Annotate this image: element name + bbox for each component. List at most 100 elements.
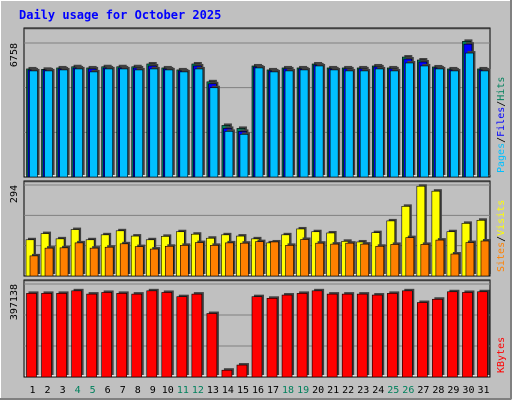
x-tick-label: 29 bbox=[447, 385, 459, 396]
top-legend-separator: / bbox=[496, 137, 507, 143]
x-tick-label: 1 bbox=[30, 385, 36, 396]
hits-files-pages-bar-pages bbox=[44, 70, 53, 178]
x-tick-label: 7 bbox=[120, 385, 126, 396]
hits-files-pages-bar-pages bbox=[104, 68, 113, 178]
x-tick-label: 4 bbox=[75, 385, 81, 396]
visits-sites-bar-sites bbox=[285, 245, 294, 277]
hits-files-pages-bar-pages bbox=[465, 52, 474, 178]
visits-sites-bar-sites bbox=[59, 247, 69, 277]
bottom-max-label: 397138 bbox=[9, 284, 20, 320]
x-axis-labels: 1 2 3 4 5 6 7 8 9 10 11 12 13 14 15 16 17 18 19 20 21 22 23 24 2… bbox=[30, 385, 490, 396]
visits-sites-bar-sites bbox=[164, 245, 174, 277]
x-tick-label: 12 bbox=[192, 385, 204, 396]
kbytes-bar bbox=[176, 296, 188, 378]
kbytes-bar bbox=[371, 294, 383, 378]
hits-files-pages-bar-pages bbox=[329, 69, 339, 178]
kbytes-bar bbox=[281, 294, 293, 378]
visits-sites-bar-sites bbox=[104, 246, 114, 277]
kbytes-bar bbox=[432, 298, 443, 378]
kbytes-bar bbox=[41, 293, 52, 378]
x-tick-label: 30 bbox=[462, 385, 474, 396]
hits-files-pages-bar-pages bbox=[450, 70, 459, 178]
kbytes-bar bbox=[402, 290, 413, 378]
kbytes-bar bbox=[341, 293, 353, 378]
hits-files-pages-bar-pages bbox=[134, 69, 144, 178]
hits-files-pages-bar-pages bbox=[224, 131, 234, 178]
x-tick-label: 15 bbox=[237, 385, 249, 396]
hits-files-pages-bar-pages bbox=[59, 69, 68, 178]
x-tick-label: 24 bbox=[372, 385, 384, 396]
kbytes-bar bbox=[131, 293, 143, 378]
x-tick-label: 20 bbox=[312, 385, 324, 396]
top-legend-hits: Hits bbox=[496, 77, 507, 101]
visits-sites-bar-sites bbox=[89, 247, 99, 277]
hits-files-pages-bar-pages bbox=[389, 70, 399, 178]
hits-files-pages-bar-pages bbox=[299, 69, 309, 178]
top-legend-separator: / bbox=[496, 101, 507, 107]
visits-sites-bar-sites bbox=[74, 242, 84, 277]
x-tick-label: 6 bbox=[105, 385, 111, 396]
x-tick-label: 13 bbox=[207, 385, 219, 396]
kbytes-bar bbox=[71, 290, 82, 378]
bottom-legend-kbytes: KBytes bbox=[496, 337, 507, 373]
kbytes-bar bbox=[326, 293, 338, 378]
x-tick-label: 3 bbox=[60, 385, 66, 396]
top-legend-files: Files bbox=[496, 107, 507, 137]
kbytes-bar bbox=[251, 296, 263, 378]
kbytes-bar bbox=[221, 369, 233, 378]
hits-files-pages-bar-pages bbox=[344, 70, 354, 178]
visits-sites-bar-sites bbox=[345, 242, 354, 277]
x-tick-label: 5 bbox=[90, 385, 96, 396]
visits-sites-bar-sites bbox=[44, 247, 54, 277]
hits-files-pages-bar-pages bbox=[179, 71, 189, 178]
top-legend: Pages/Files/Hits bbox=[496, 77, 507, 173]
hits-files-pages-bar-pages bbox=[209, 87, 219, 178]
kbytes-bar bbox=[146, 290, 158, 378]
hits-files-pages-bar-pages bbox=[269, 71, 279, 178]
visits-sites-bar-sites bbox=[29, 255, 39, 277]
visits-sites-bar-sites bbox=[255, 241, 264, 277]
visits-sites-bar-sites bbox=[134, 246, 144, 277]
hits-files-pages-bar-pages bbox=[374, 68, 384, 178]
visits-sites-bar-sites bbox=[180, 245, 189, 277]
kbytes-bar bbox=[477, 291, 488, 378]
visits-sites-bar-sites bbox=[315, 242, 324, 277]
middle-legend-text: Sites/Visits bbox=[496, 200, 507, 272]
visits-sites-bar-sites bbox=[330, 243, 339, 277]
visits-sites-bar-sites bbox=[420, 244, 430, 277]
kbytes-bar bbox=[462, 292, 473, 378]
kbytes-bar bbox=[447, 291, 458, 378]
kbytes-bar bbox=[266, 298, 278, 378]
panels-layer: 6758Pages/Files/Hits294Sites/Visits39713… bbox=[9, 27, 507, 378]
hits-files-pages-bar-pages bbox=[164, 69, 174, 178]
x-tick-label: 28 bbox=[432, 385, 444, 396]
kbytes-bar bbox=[101, 292, 112, 378]
x-tick-label: 23 bbox=[357, 385, 369, 396]
bottom-legend: KBytes bbox=[496, 337, 507, 373]
top-legend-text: Pages/Files/Hits bbox=[496, 77, 507, 173]
x-tick-label: 10 bbox=[162, 385, 174, 396]
x-tick-label: 9 bbox=[150, 385, 156, 396]
kbytes-bar bbox=[236, 364, 248, 378]
chart-title: Daily usage for October 2025 bbox=[19, 8, 221, 22]
hits-files-pages-bar-pages bbox=[29, 70, 38, 178]
x-tick-label: 26 bbox=[402, 385, 414, 396]
kbytes-bar bbox=[191, 293, 203, 378]
visits-sites-bar-sites bbox=[375, 245, 385, 277]
hits-files-pages-bar-pages bbox=[359, 70, 369, 178]
kbytes-bar bbox=[116, 293, 127, 378]
hits-files-pages-bar-pages bbox=[480, 70, 489, 178]
visits-sites-bar-sites bbox=[119, 243, 129, 277]
x-tick-label: 8 bbox=[135, 385, 141, 396]
x-tick-label: 22 bbox=[342, 385, 354, 396]
bottom-legend-text: KBytes bbox=[496, 337, 507, 373]
hits-files-pages-bar-pages bbox=[119, 68, 128, 178]
visits-sites-bar-sites bbox=[149, 248, 159, 277]
x-tick-label: 16 bbox=[252, 385, 264, 396]
kbytes-bar bbox=[86, 293, 97, 378]
visits-sites-bar-sites bbox=[240, 242, 249, 277]
visits-sites-bar-sites bbox=[465, 242, 475, 277]
hits-files-pages-bar-pages bbox=[435, 68, 444, 178]
hits-files-pages-bar-pages bbox=[314, 65, 324, 178]
